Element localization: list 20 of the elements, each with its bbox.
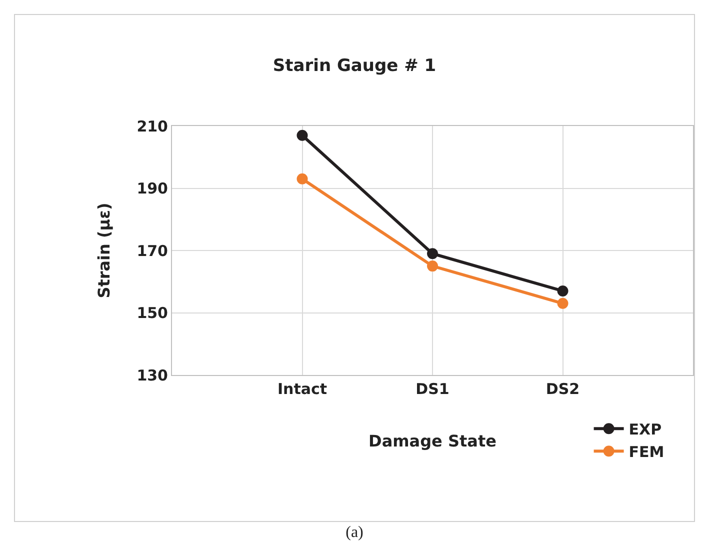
point: [427, 248, 438, 260]
legend-label: EXP: [628, 420, 662, 438]
chart-title: Starin Gauge # 1: [272, 56, 436, 76]
point: [427, 260, 438, 272]
text: (a): [344, 524, 364, 542]
x-tick-label: DS2: [546, 380, 580, 398]
y-tick-label: 150: [136, 304, 168, 322]
x-tick-label: Intact: [277, 380, 328, 398]
point: [557, 285, 568, 296]
legend-label: FEM: [628, 442, 664, 461]
y-tick-label: 170: [136, 242, 168, 260]
point: [296, 173, 308, 184]
x-tick-label: DS1: [416, 380, 450, 398]
y-tick-label: 210: [136, 117, 168, 136]
y-tick-label: 190: [136, 180, 168, 198]
x-axis-title: Damage State: [368, 432, 497, 451]
y-tick-label: 130: [136, 366, 168, 384]
point: [296, 130, 308, 141]
y-axis-title: Strain (με): [94, 202, 114, 298]
point: [557, 298, 568, 309]
